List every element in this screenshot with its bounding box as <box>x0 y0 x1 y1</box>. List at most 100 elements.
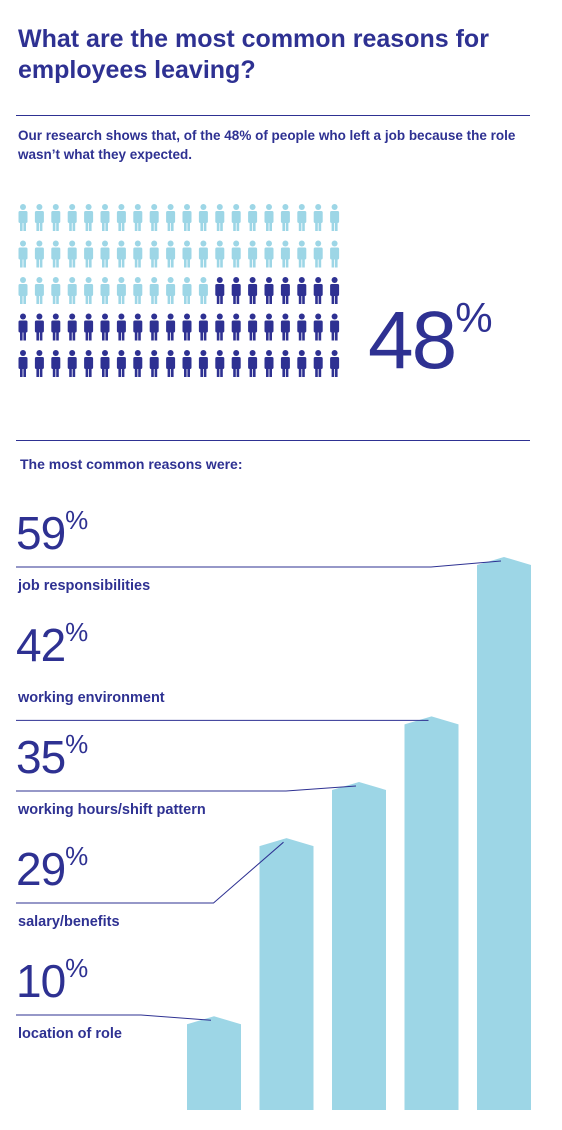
person-icon <box>215 313 225 341</box>
person-icon <box>67 240 77 268</box>
person-icon <box>166 277 176 304</box>
headline-percentage: 48% <box>368 294 493 395</box>
person-icon <box>34 350 44 377</box>
person-icon <box>100 240 110 268</box>
person-icon <box>248 240 258 268</box>
person-icon <box>280 204 290 231</box>
person-icon <box>313 204 323 231</box>
bar-working-environment <box>404 716 459 1110</box>
person-icon <box>231 313 241 341</box>
person-icon <box>18 240 28 268</box>
bar-job-responsibilities <box>477 557 531 1110</box>
person-icon <box>116 350 126 377</box>
person-icon <box>84 204 94 231</box>
person-icon <box>264 350 274 377</box>
value-label: 10% <box>16 953 88 1011</box>
leader-line <box>16 560 502 568</box>
person-icon <box>84 350 94 377</box>
person-icon <box>198 313 208 341</box>
person-icon <box>280 350 290 377</box>
person-icon <box>84 240 94 268</box>
person-icon <box>297 277 307 304</box>
person-icon <box>34 277 44 304</box>
person-icon <box>313 350 323 377</box>
person-icon <box>215 204 225 231</box>
person-icon <box>149 204 159 231</box>
value-unit: % <box>65 505 89 535</box>
value-number: 35 <box>16 731 66 783</box>
person-icon <box>248 277 258 304</box>
value-unit: % <box>65 953 89 983</box>
person-icon <box>182 350 192 377</box>
person-icon <box>330 240 340 268</box>
person-icon <box>248 204 258 231</box>
person-icon <box>280 277 290 304</box>
person-icon <box>18 277 28 304</box>
person-icon <box>100 350 110 377</box>
person-icon <box>264 204 274 231</box>
person-icon <box>182 240 192 268</box>
section-heading: The most common reasons were: <box>20 456 243 472</box>
person-icon <box>84 277 94 304</box>
person-icon <box>51 204 61 231</box>
value-unit: % <box>65 729 89 759</box>
person-icon <box>133 204 143 231</box>
person-icon <box>100 313 110 341</box>
bar-salary-benefits <box>259 838 314 1110</box>
person-icon <box>67 313 77 341</box>
person-icon <box>67 277 77 304</box>
value-unit: % <box>65 617 89 647</box>
research-note: Our research shows that, of the 48% of p… <box>18 128 516 162</box>
person-icon <box>231 240 241 268</box>
value-number: 29 <box>16 843 66 895</box>
person-icon <box>166 313 176 341</box>
person-icon <box>133 313 143 341</box>
person-icon <box>182 277 192 304</box>
person-icon <box>149 350 159 377</box>
category-label: working hours/shift pattern <box>18 802 206 818</box>
person-icon <box>198 350 208 377</box>
value-label: 42% <box>16 617 88 675</box>
bar-working-hours-shift-pattern <box>332 781 386 1110</box>
category-label: working environment <box>18 690 165 706</box>
person-icon <box>149 240 159 268</box>
person-icon <box>330 277 340 304</box>
person-icon <box>313 277 323 304</box>
person-icon <box>297 350 307 377</box>
person-icon <box>231 277 241 304</box>
person-icon <box>248 350 258 377</box>
person-icon <box>215 350 225 377</box>
person-icon <box>84 313 94 341</box>
person-icon <box>67 204 77 231</box>
person-icon <box>297 240 307 268</box>
value-label: 35% <box>16 729 88 787</box>
title-divider <box>16 115 530 116</box>
person-icon <box>166 240 176 268</box>
person-icon <box>100 204 110 231</box>
person-icon <box>313 313 323 341</box>
page-title: What are the most common reasons for emp… <box>18 25 489 84</box>
person-icon <box>182 313 192 341</box>
person-icon <box>248 313 258 341</box>
person-icon <box>264 240 274 268</box>
person-icon <box>182 204 192 231</box>
person-icon <box>313 240 323 268</box>
section-divider <box>16 440 530 441</box>
person-icon <box>67 350 77 377</box>
person-icon <box>34 313 44 341</box>
person-icon <box>231 350 241 377</box>
person-icon <box>149 313 159 341</box>
person-icon <box>133 350 143 377</box>
value-number: 42 <box>16 619 66 671</box>
value-unit: % <box>65 841 89 871</box>
person-icon <box>18 204 28 231</box>
person-icon <box>297 313 307 341</box>
person-icon <box>51 277 61 304</box>
leader-line <box>16 785 357 792</box>
person-icon <box>264 313 274 341</box>
person-icon <box>330 350 340 377</box>
person-icon <box>133 277 143 304</box>
person-icon <box>166 350 176 377</box>
person-icon <box>116 313 126 341</box>
person-icon <box>215 240 225 268</box>
